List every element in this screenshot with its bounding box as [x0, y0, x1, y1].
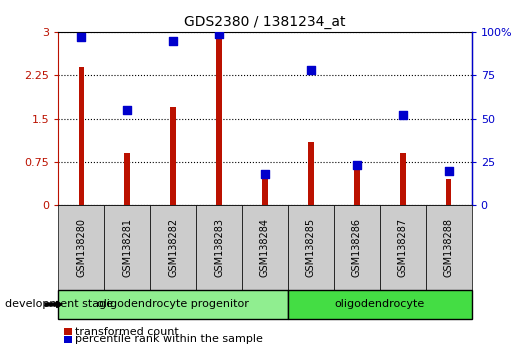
- Text: GSM138287: GSM138287: [398, 218, 408, 278]
- Title: GDS2380 / 1381234_at: GDS2380 / 1381234_at: [184, 16, 346, 29]
- Text: percentile rank within the sample: percentile rank within the sample: [75, 335, 263, 344]
- Text: development stage: development stage: [5, 299, 113, 309]
- Text: GSM138280: GSM138280: [76, 218, 86, 277]
- Text: GSM138282: GSM138282: [168, 218, 178, 278]
- Text: GSM138283: GSM138283: [214, 218, 224, 277]
- Text: GSM138281: GSM138281: [122, 218, 132, 277]
- Text: GSM138284: GSM138284: [260, 218, 270, 277]
- Point: [307, 67, 315, 73]
- Text: GSM138286: GSM138286: [352, 218, 362, 277]
- Bar: [262, 179, 268, 205]
- Bar: [354, 164, 360, 205]
- Bar: [400, 153, 405, 205]
- Point: [215, 31, 223, 36]
- Bar: [216, 35, 222, 205]
- Point: [123, 107, 131, 113]
- Bar: [446, 179, 452, 205]
- Point: [261, 171, 269, 177]
- Point: [352, 162, 361, 168]
- Text: GSM138288: GSM138288: [444, 218, 454, 277]
- Bar: [170, 107, 176, 205]
- Bar: [308, 142, 314, 205]
- Text: transformed count: transformed count: [75, 327, 179, 337]
- Point: [445, 168, 453, 173]
- Text: oligodendrocyte progenitor: oligodendrocyte progenitor: [97, 299, 249, 309]
- Text: GSM138285: GSM138285: [306, 218, 316, 278]
- Text: oligodendrocyte: oligodendrocyte: [335, 299, 425, 309]
- Point: [77, 34, 85, 40]
- Point: [399, 112, 407, 118]
- Point: [169, 38, 178, 44]
- Bar: [125, 153, 130, 205]
- Bar: [78, 67, 84, 205]
